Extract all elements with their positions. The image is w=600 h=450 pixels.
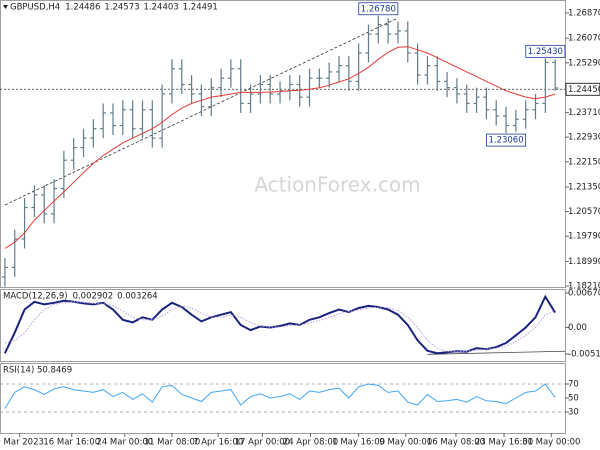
y-tick-label: 0.006709: [568, 289, 600, 299]
panel-readout: 0.002902: [73, 292, 114, 302]
x-tick-label: 17 Apr 00:00: [235, 438, 290, 448]
y-tick-label: 1.18210: [568, 282, 600, 292]
panel-frame: [0, 289, 566, 362]
x-tick-label: 1 May 16:00: [332, 438, 385, 448]
y-tick-label: 70: [568, 380, 579, 390]
annotation-box: [358, 2, 399, 16]
y-tick-label: 1.22150: [568, 157, 600, 167]
panel-readout: 0.003264: [117, 292, 158, 302]
y-tick-label: 1.23710: [568, 108, 600, 118]
panel-readout: 1.24403: [144, 3, 179, 13]
y-tick-label: 1.22930: [568, 133, 600, 143]
x-tick-label: 9 May 00:00: [379, 438, 432, 448]
y-tick-label: -0.005145: [568, 350, 600, 360]
x-tick-label: 24 Apr 08:00: [283, 438, 338, 448]
panel-title: RSI(14) 50.8469: [3, 366, 72, 376]
annotation-box: [486, 133, 527, 147]
y-tick-label: 1.25290: [568, 58, 600, 68]
x-tick-label: 31 May 00:00: [522, 438, 580, 448]
panel-readout: 1.24491: [183, 3, 218, 13]
panel-readout: 1.24573: [104, 3, 139, 13]
panel-readout: 1.24486: [65, 3, 100, 13]
y-tick-label: 0.00: [568, 323, 587, 333]
panel-frame: [0, 0, 566, 288]
panel-title: GBPUSD,H4: [10, 3, 60, 13]
y-tick-label: 1.26070: [568, 34, 600, 44]
annotation-label: 1.26780: [361, 4, 396, 14]
x-tick-label: 31 Mar 08:00: [144, 438, 201, 448]
y-tick-label: 1.21350: [568, 183, 600, 193]
watermark: ActionForex.com: [254, 173, 420, 197]
panel-title: MACD(12,26,9): [3, 292, 68, 302]
x-tick-label: 16 May 08:00: [427, 438, 485, 448]
y-tick-label: 1.26870: [568, 8, 600, 18]
y-tick-label: 1.19790: [568, 232, 600, 242]
annotation-label: 1.23060: [488, 136, 523, 146]
x-tick-label: 7 Apr 16:00: [193, 438, 243, 448]
current-price-box: [565, 82, 600, 96]
series-line: [4, 383, 556, 409]
y-tick-label: 30: [568, 408, 579, 418]
x-tick-label: 16 Mar 16:00: [43, 438, 100, 448]
series-line: [4, 301, 556, 353]
current-price-label: 1.24450: [568, 85, 600, 95]
annotation-label: 1.25430: [528, 47, 563, 57]
x-tick-label: 23 May 16:00: [475, 438, 533, 448]
y-tick-label: 1.18990: [568, 257, 600, 267]
series-line: [4, 46, 556, 249]
header-arrow: [3, 5, 8, 9]
y-tick-label: 1.20570: [568, 207, 600, 217]
x-tick-label: 9 Mar 2023: [0, 438, 44, 448]
annotation-box: [525, 44, 566, 58]
y-tick-label: 50: [568, 394, 579, 404]
trend-line: [427, 350, 566, 355]
x-tick-label: 24 Mar 00:00: [96, 438, 153, 448]
